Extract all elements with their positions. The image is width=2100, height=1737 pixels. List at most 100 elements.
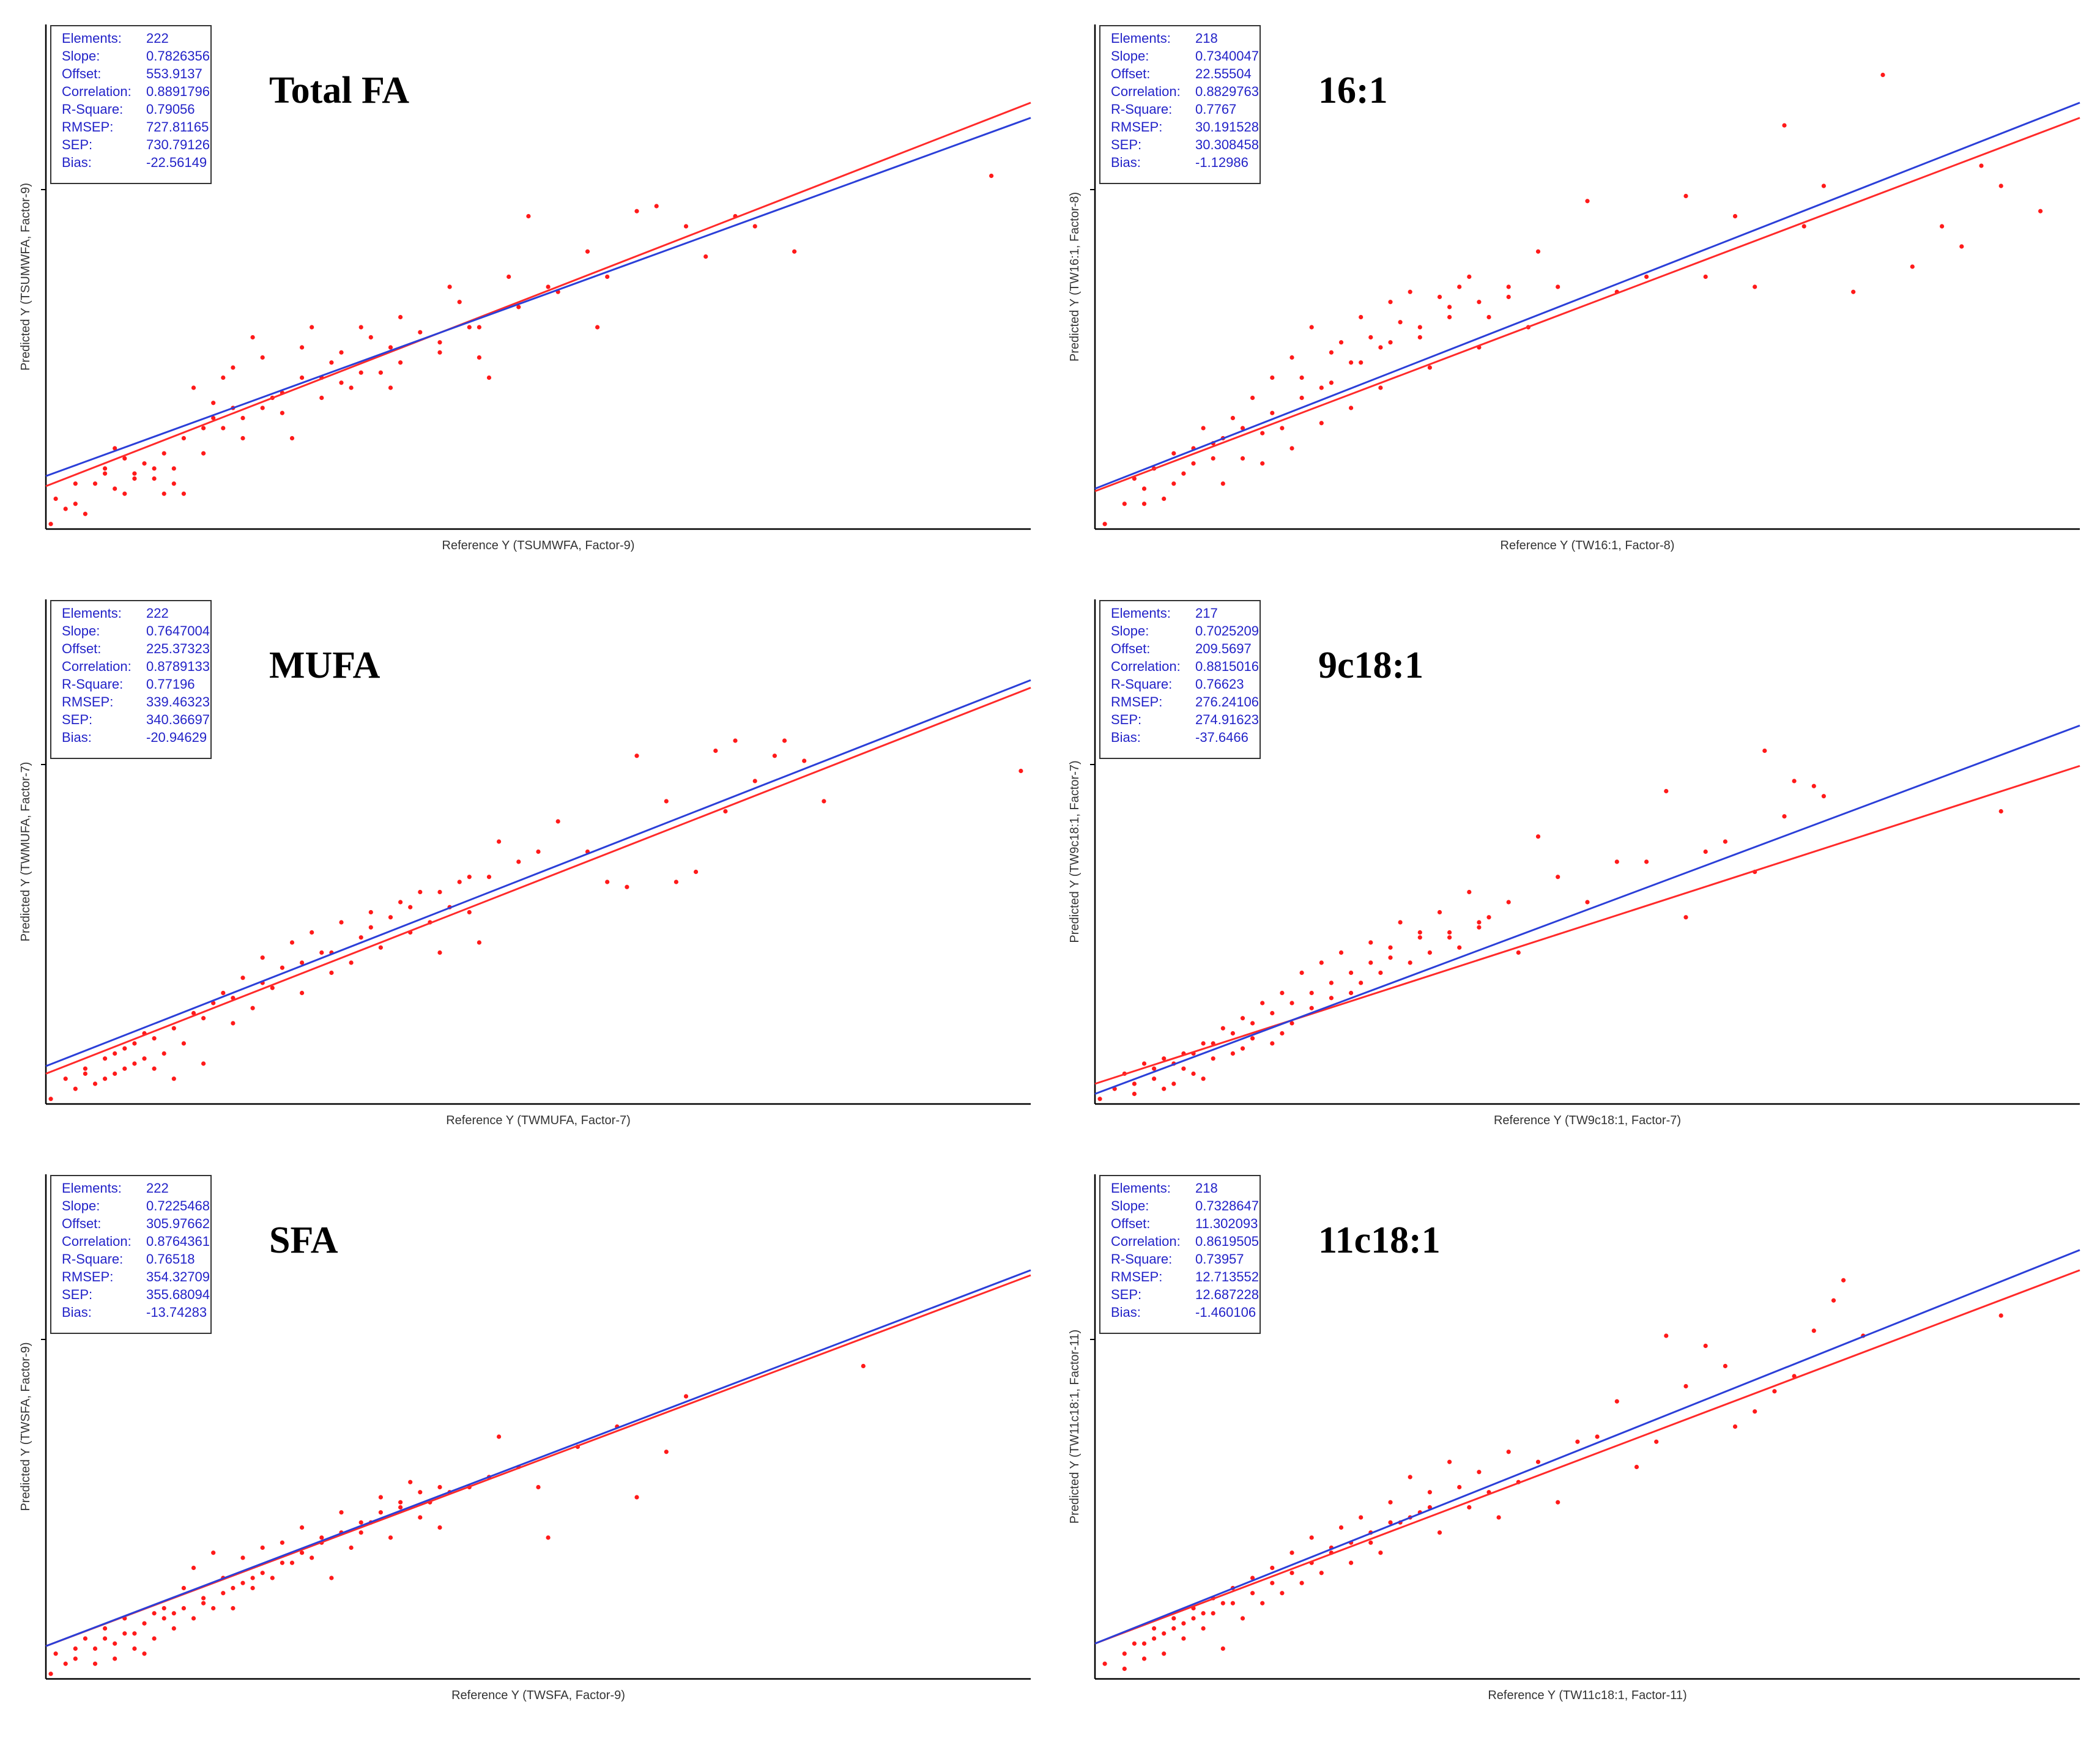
stats-value: -1.12986 [1195,155,1248,170]
data-point [1270,1010,1275,1016]
data-point [103,471,108,476]
data-point [201,426,206,431]
data-point [378,1510,384,1515]
stats-label: RMSEP: [1111,119,1162,135]
stats-label: R-Square: [62,1251,123,1267]
stats-value: 0.7340047 [1195,48,1259,64]
stats-label: RMSEP: [62,119,113,135]
data-point [1437,1530,1442,1535]
data-point [1349,1560,1354,1565]
stats-value: 0.77196 [146,676,195,692]
stats-value: 553.9137 [146,66,202,81]
data-point [1201,1076,1206,1081]
data-point [486,875,492,880]
data-point [673,880,678,884]
data-point [477,325,482,330]
data-point [1211,456,1215,461]
stats-label: SEP: [1111,1287,1141,1302]
data-point [418,1515,423,1520]
data-point [211,1001,216,1006]
data-point [191,1565,196,1571]
data-point [161,491,166,496]
stats-value: 222 [146,31,169,46]
stats-box [50,1175,212,1334]
data-point [1467,889,1472,895]
regression-line-red [45,102,1031,487]
data-point [103,1056,108,1061]
data-point [486,375,492,380]
data-point [1220,1646,1225,1651]
data-point [447,284,452,289]
y-axis-label: Predicted Y (TWMUFA, Factor-7) [19,762,32,942]
stats-value: 225.37323 [146,641,210,656]
data-point [122,1631,127,1636]
data-point [1181,1636,1186,1641]
stats-value: 0.7647004 [146,623,210,639]
stats-value: 0.7225468 [146,1198,210,1213]
data-point [339,350,344,355]
data-point [1201,1626,1206,1631]
data-point [1417,325,1422,330]
data-point [861,1363,866,1369]
stats-value: 12.713552 [1195,1269,1259,1284]
data-point [221,990,226,996]
data-point [792,249,797,254]
data-point [319,1535,324,1540]
data-point [772,754,777,758]
data-point [1171,451,1176,456]
scatter-chart: Elements: 218 Slope: 0.7340047 Offset: 22.555… [1068,24,2080,552]
data-point [310,930,314,935]
data-point [171,466,176,471]
stats-value: 0.76518 [146,1251,195,1267]
data-point [1270,410,1275,415]
data-point [122,456,127,461]
chart-title: 11c18:1 [1318,1220,1441,1261]
data-point [1831,1298,1836,1303]
data-point [1477,920,1482,925]
regression-line-blue [1094,724,2080,1095]
data-point [48,1672,53,1676]
regression-line-blue [45,117,1031,477]
data-point [63,506,68,511]
data-point [181,1606,186,1611]
data-point [240,415,245,421]
stats-value: -22.56149 [146,155,207,170]
data-point [634,209,639,213]
data-point [260,955,265,960]
scatter-chart: Elements: 218 Slope: 0.7328647 Offset: 11.302… [1068,1174,2080,1702]
data-point [1496,1515,1501,1520]
stats-value: 727.81165 [146,119,209,135]
data-point [752,779,757,783]
data-point [418,1490,423,1495]
data-point [221,375,226,380]
data-point [1457,945,1462,950]
scatter-chart: Elements: 222 Slope: 0.7225468 Offset: 305.97… [19,1174,1031,1702]
data-point [1329,380,1334,385]
data-point [191,385,196,390]
stats-value: 22.55504 [1195,66,1252,81]
data-point [822,799,826,804]
stats-label: Correlation: [1111,84,1181,99]
data-point [201,1061,206,1066]
stats-value: 0.7767 [1195,102,1236,117]
stats-label: Bias: [62,1305,92,1320]
data-point [398,360,403,365]
data-point [1664,788,1669,794]
data-point [1018,768,1023,774]
data-point [1644,859,1649,864]
stats-label: Offset: [62,66,101,81]
data-point [310,1555,314,1560]
data-point [73,502,78,506]
stats-label: Correlation: [1111,659,1181,674]
data-point [506,274,511,280]
data-point [1122,1651,1127,1656]
stats-label: Slope: [62,1198,100,1213]
data-point [1162,496,1167,502]
data-point [694,869,699,875]
data-point [132,1646,137,1651]
data-point [1378,345,1383,350]
data-point [161,451,166,456]
data-point [1319,385,1324,390]
stats-label: Correlation: [62,659,132,674]
data-point [92,1661,98,1666]
